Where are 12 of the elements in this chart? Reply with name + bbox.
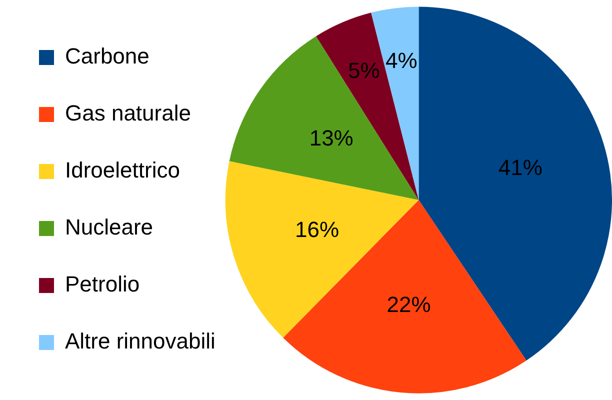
legend-label: Petrolio	[65, 272, 140, 297]
data-label: 13%	[309, 125, 354, 150]
legend-label: Idroelettrico	[65, 158, 180, 183]
data-label: 41%	[498, 155, 542, 180]
data-label: 5%	[348, 58, 380, 84]
data-label: 4%	[386, 48, 418, 73]
legend-label: Gas naturale	[65, 100, 191, 126]
legend-label: Carbone	[65, 44, 150, 69]
legend-label: Nucleare	[65, 214, 154, 240]
legend-label: Altre rinnovabili	[65, 328, 216, 354]
data-label: 22%	[386, 292, 431, 317]
data-label: 16%	[294, 217, 340, 242]
